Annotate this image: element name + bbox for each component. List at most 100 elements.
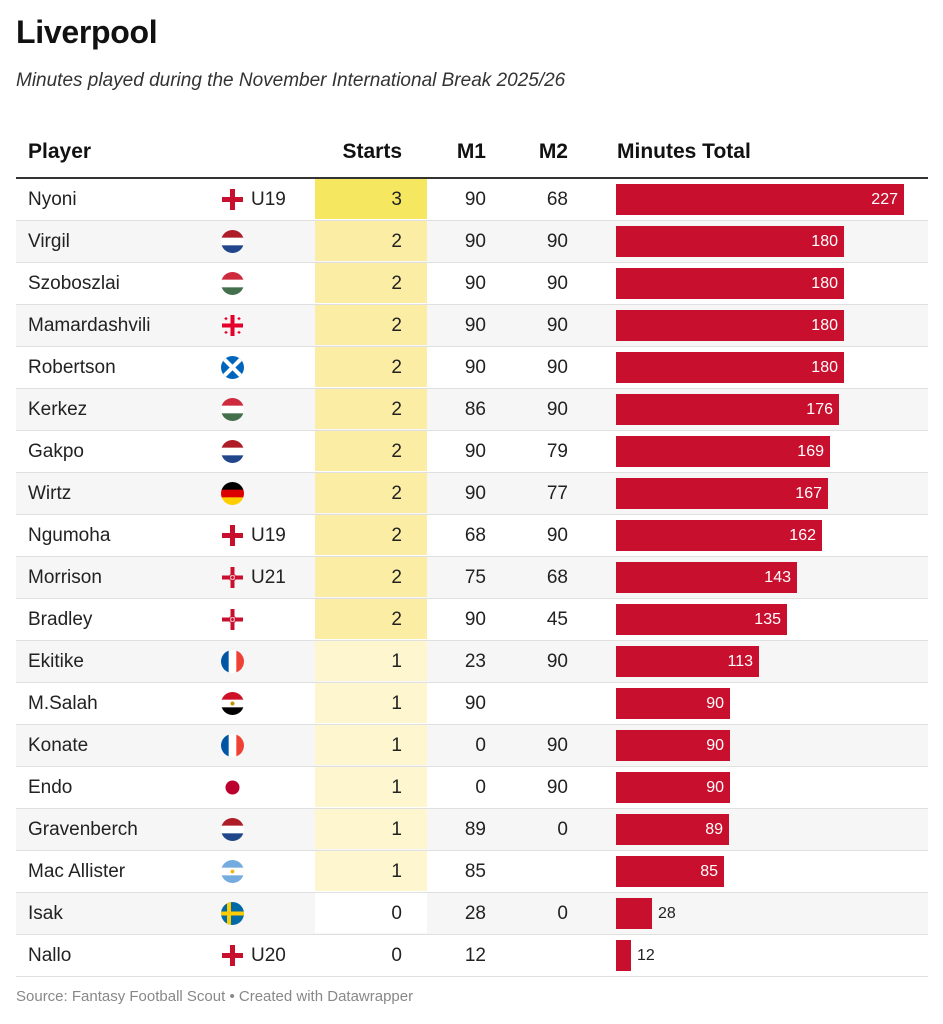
m2-minutes <box>528 851 568 892</box>
egypt-flag-icon <box>221 692 244 715</box>
player-name: Virgil <box>28 231 70 252</box>
player-name: Kerkez <box>28 399 88 420</box>
minutes-total-label: 143 <box>764 569 791 586</box>
m2-minutes: 90 <box>546 231 568 252</box>
minutes-total-label: 180 <box>811 275 838 292</box>
scotland-flag-icon <box>221 356 244 379</box>
m2-minutes: 90 <box>546 777 568 798</box>
m1-minutes: 90 <box>464 693 486 714</box>
starts-highlight <box>315 473 427 513</box>
minutes-total-bar <box>616 310 844 341</box>
m2-minutes: 45 <box>546 609 568 630</box>
starts-value: 1 <box>391 651 402 672</box>
player-name: Isak <box>28 903 63 924</box>
m1-minutes: 90 <box>464 189 486 210</box>
m1-minutes: 90 <box>464 231 486 252</box>
header-m1: M1 <box>456 140 486 163</box>
starts-value: 2 <box>391 525 402 546</box>
starts-highlight <box>315 725 427 765</box>
table-row: Bradley 2 90 45 135 <box>16 599 928 641</box>
starts-value: 2 <box>391 609 402 630</box>
minutes-total-label: 227 <box>871 191 898 208</box>
england-flag-icon <box>221 188 244 211</box>
m1-minutes: 90 <box>464 273 486 294</box>
minutes-total-label: 180 <box>811 359 838 376</box>
starts-highlight <box>315 935 427 975</box>
table-row: M.Salah 1 90 90 <box>16 683 928 725</box>
starts-value: 1 <box>391 693 402 714</box>
player-name: Mac Allister <box>28 861 126 882</box>
minutes-total-label: 176 <box>806 401 833 418</box>
minutes-table: Player Starts M1 M2 Minutes Total Nyoni U… <box>16 128 928 977</box>
header-minutes-total: Minutes Total <box>617 140 751 163</box>
table-row: Morrison U21 2 75 68 143 <box>16 557 928 599</box>
header-starts: Starts <box>342 140 402 163</box>
m2-minutes: 79 <box>546 441 568 462</box>
starts-highlight <box>315 347 427 387</box>
minutes-total-label: 89 <box>705 821 723 838</box>
minutes-total-label: 180 <box>811 233 838 250</box>
age-group: U20 <box>251 945 286 966</box>
source-note: Source: Fantasy Football Scout • Created… <box>16 988 414 1005</box>
player-name: Gravenberch <box>28 819 138 840</box>
m1-minutes: 90 <box>464 315 486 336</box>
player-name: Gakpo <box>28 441 84 462</box>
m2-minutes: 0 <box>557 819 568 840</box>
starts-value: 2 <box>391 273 402 294</box>
starts-value: 1 <box>391 819 402 840</box>
minutes-total-bar <box>616 478 828 509</box>
table-row: Nallo U20 0 12 12 <box>16 935 928 977</box>
minutes-total-bar <box>616 814 729 845</box>
starts-value: 2 <box>391 357 402 378</box>
player-name: Endo <box>28 777 73 798</box>
minutes-total-bar <box>616 268 844 299</box>
m2-minutes: 77 <box>546 483 568 504</box>
northern-ireland-flag-icon <box>221 608 244 631</box>
player-name: Robertson <box>28 357 116 378</box>
starts-value: 0 <box>391 945 402 966</box>
starts-highlight <box>315 179 427 219</box>
netherlands-flag-icon <box>221 818 244 841</box>
m2-minutes: 68 <box>546 189 568 210</box>
m2-minutes: 68 <box>546 567 568 588</box>
minutes-total-bar <box>616 772 730 803</box>
france-flag-icon <box>221 734 244 757</box>
table-row: Konate 1 0 90 90 <box>16 725 928 767</box>
minutes-total-bar <box>616 898 652 929</box>
table-body: Nyoni U19 3 90 68 227 Virgil 2 90 90 180 Szoboszlai… <box>16 179 928 977</box>
starts-highlight <box>315 389 427 429</box>
m1-minutes: 0 <box>475 777 486 798</box>
starts-highlight <box>315 767 427 807</box>
chart-title: Liverpool <box>16 14 158 50</box>
age-group: U21 <box>251 567 286 588</box>
minutes-total-label: 90 <box>706 737 724 754</box>
m1-minutes: 90 <box>464 357 486 378</box>
england-flag-icon <box>221 524 244 547</box>
m1-minutes: 86 <box>464 399 486 420</box>
minutes-total-bar <box>616 184 904 215</box>
france-flag-icon <box>221 650 244 673</box>
m2-minutes: 90 <box>546 651 568 672</box>
m1-minutes: 12 <box>464 945 486 966</box>
player-name: Nyoni <box>28 189 77 210</box>
m2-minutes: 90 <box>546 735 568 756</box>
m2-minutes <box>528 683 568 724</box>
m1-minutes: 90 <box>464 441 486 462</box>
starts-value: 0 <box>391 903 402 924</box>
m1-minutes: 90 <box>464 609 486 630</box>
minutes-total-bar <box>616 520 822 551</box>
starts-value: 2 <box>391 483 402 504</box>
starts-highlight <box>315 809 427 849</box>
minutes-total-label: 12 <box>637 947 655 964</box>
england-flag-icon <box>221 944 244 967</box>
table-row: Isak 0 28 0 28 <box>16 893 928 935</box>
table-row: Ekitike 1 23 90 113 <box>16 641 928 683</box>
starts-value: 1 <box>391 861 402 882</box>
minutes-total-label: 28 <box>658 905 676 922</box>
m2-minutes: 90 <box>546 357 568 378</box>
m2-minutes: 0 <box>557 903 568 924</box>
germany-flag-icon <box>221 482 244 505</box>
table-row: Robertson 2 90 90 180 <box>16 347 928 389</box>
m2-minutes: 90 <box>546 315 568 336</box>
table-row: Gravenberch 1 89 0 89 <box>16 809 928 851</box>
